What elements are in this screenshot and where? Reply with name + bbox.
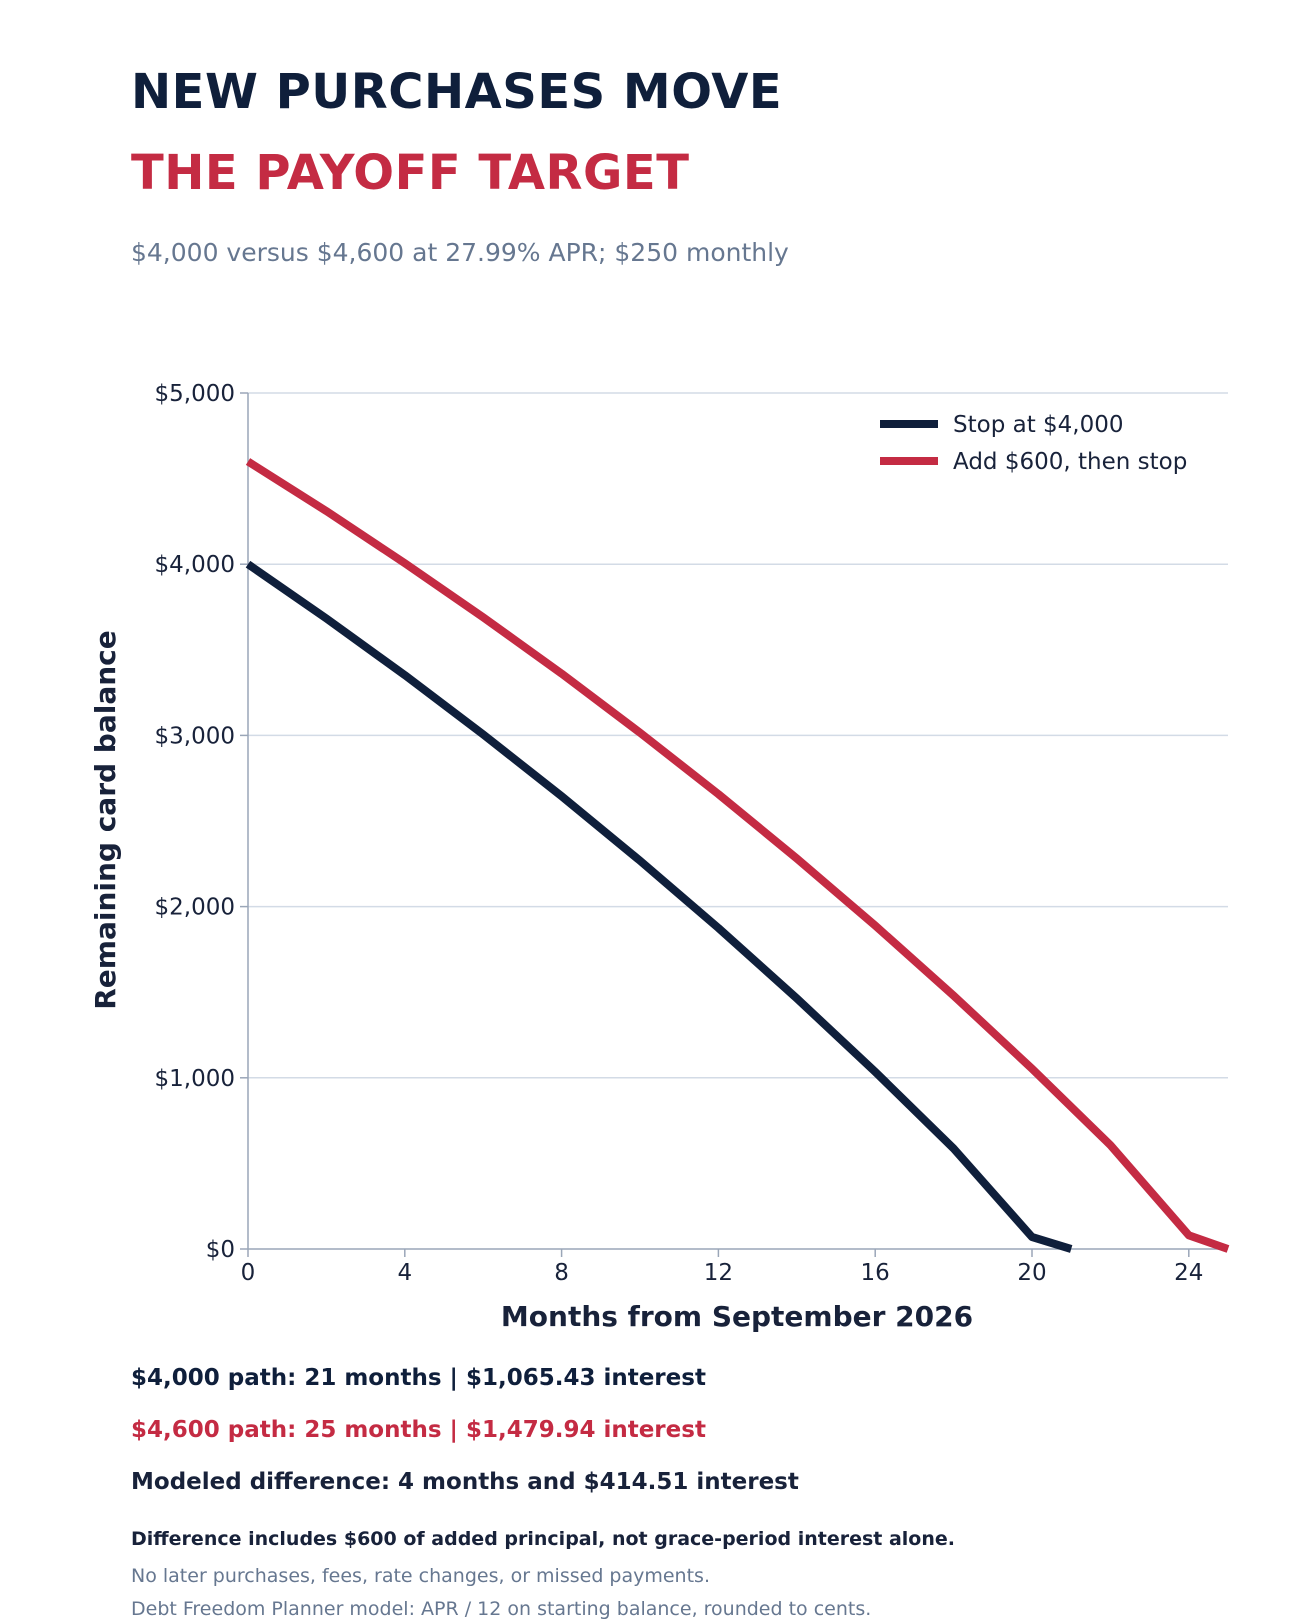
- y-tick-label: $5,000: [155, 381, 235, 407]
- y-tick-label: $3,000: [155, 723, 235, 749]
- x-tick-label: 24: [1174, 1260, 1203, 1286]
- chart-title-line-1: NEW PURCHASES MOVE: [131, 64, 783, 120]
- x-tick-label: 16: [861, 1260, 890, 1286]
- x-tick-label: 12: [704, 1260, 733, 1286]
- y-axis-label: Remaining card balance: [89, 630, 122, 1010]
- x-axis-label: Months from September 2026: [501, 1300, 973, 1333]
- series-line-stop-at-4000: [245, 560, 1073, 1253]
- series-lines: [245, 458, 1230, 1253]
- y-tick-labels: $0 $1,000 $2,000 $3,000 $4,000 $5,000: [155, 381, 235, 1263]
- series-line-add-600: [245, 458, 1230, 1253]
- summary-difference: Modeled difference: 4 months and $414.51…: [131, 1469, 799, 1495]
- x-tick-label: 4: [397, 1260, 412, 1286]
- summary-4600-path: $4,600 path: 25 months | $1,479.94 inter…: [131, 1417, 706, 1443]
- legend-label: Stop at $4,000: [953, 412, 1124, 438]
- y-tick-label: $4,000: [155, 552, 235, 578]
- x-tick-label: 20: [1017, 1260, 1046, 1286]
- legend-label: Add $600, then stop: [953, 449, 1187, 475]
- chart-subtitle: $4,000 versus $4,600 at 27.99% APR; $250…: [131, 238, 789, 267]
- note-model: Debt Freedom Planner model: APR / 12 on …: [131, 1598, 872, 1620]
- note-principal: Difference includes $600 of added princi…: [131, 1528, 955, 1550]
- y-tick-label: $0: [206, 1237, 235, 1263]
- chart-title-line-2: THE PAYOFF TARGET: [131, 145, 690, 201]
- y-tick-label: $1,000: [155, 1066, 235, 1092]
- y-tick-label: $2,000: [155, 895, 235, 921]
- x-tick-label: 8: [554, 1260, 569, 1286]
- summary-4000-path: $4,000 path: 21 months | $1,065.43 inter…: [131, 1365, 706, 1391]
- note-assumptions: No later purchases, fees, rate changes, …: [131, 1565, 710, 1587]
- axes: [240, 392, 1228, 1257]
- x-tick-labels: 0 4 8 12 16 20 24: [241, 1260, 1204, 1286]
- x-tick-label: 0: [241, 1260, 256, 1286]
- legend: Stop at $4,000 Add $600, then stop: [880, 412, 1187, 475]
- gridlines: [248, 392, 1228, 1079]
- payoff-line-chart: $0 $1,000 $2,000 $3,000 $4,000 $5,000 0 4 8 12 16…: [89, 381, 1230, 1333]
